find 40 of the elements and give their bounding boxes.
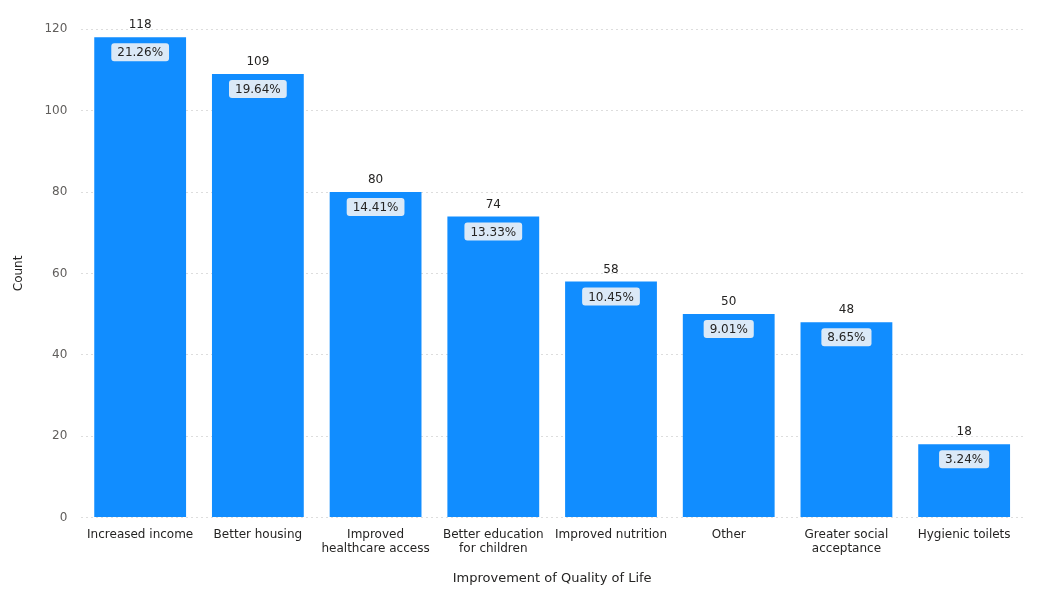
data-label: 80 <box>367 172 384 187</box>
annotation: 14.41% <box>352 200 399 215</box>
annotation: 13.33% <box>470 224 517 239</box>
data-label: 74 <box>485 196 501 211</box>
y-tick-label: 120 <box>44 21 68 36</box>
annotation: 19.64% <box>234 82 281 97</box>
bar <box>447 216 540 518</box>
bar <box>329 192 422 518</box>
x-tick-label: Increased income <box>87 526 194 541</box>
bar <box>211 73 304 518</box>
data-label: 48 <box>838 302 855 317</box>
x-tick-label: Hygienic toilets <box>917 526 1011 541</box>
annotation: 10.45% <box>588 289 634 304</box>
bar <box>565 281 657 518</box>
bar <box>94 37 187 518</box>
x-axis-title: Improvement of Quality of Life <box>452 569 652 585</box>
bar <box>682 314 775 518</box>
y-tick-label: 0 <box>59 509 68 524</box>
data-label: 118 <box>128 17 152 32</box>
x-tick-label: Improved healthcare access <box>321 526 430 556</box>
y-tick-label: 60 <box>52 265 68 280</box>
annotation: 3.24% <box>945 452 984 467</box>
y-tick-label: 40 <box>52 346 68 361</box>
x-tick-label: Better housing <box>213 526 303 541</box>
data-label: 109 <box>246 54 270 69</box>
y-tick-label: 80 <box>52 184 68 199</box>
annotation: 21.26% <box>117 45 164 60</box>
x-tick-label: Better education for children <box>442 526 544 556</box>
x-tick-label: Other <box>711 526 746 541</box>
data-label: 58 <box>603 261 619 276</box>
data-label: 18 <box>956 424 972 439</box>
y-axis-title: Count <box>11 255 26 292</box>
y-tick-label: 20 <box>52 428 68 443</box>
data-label: 50 <box>721 294 737 309</box>
annotation: 9.01% <box>709 322 748 337</box>
y-tick-label: 100 <box>44 102 68 117</box>
x-tick-label: Greater social acceptance <box>804 526 889 556</box>
annotation: 8.65% <box>827 330 866 345</box>
x-tick-label: Improved nutrition <box>555 526 667 541</box>
bar <box>800 322 893 518</box>
